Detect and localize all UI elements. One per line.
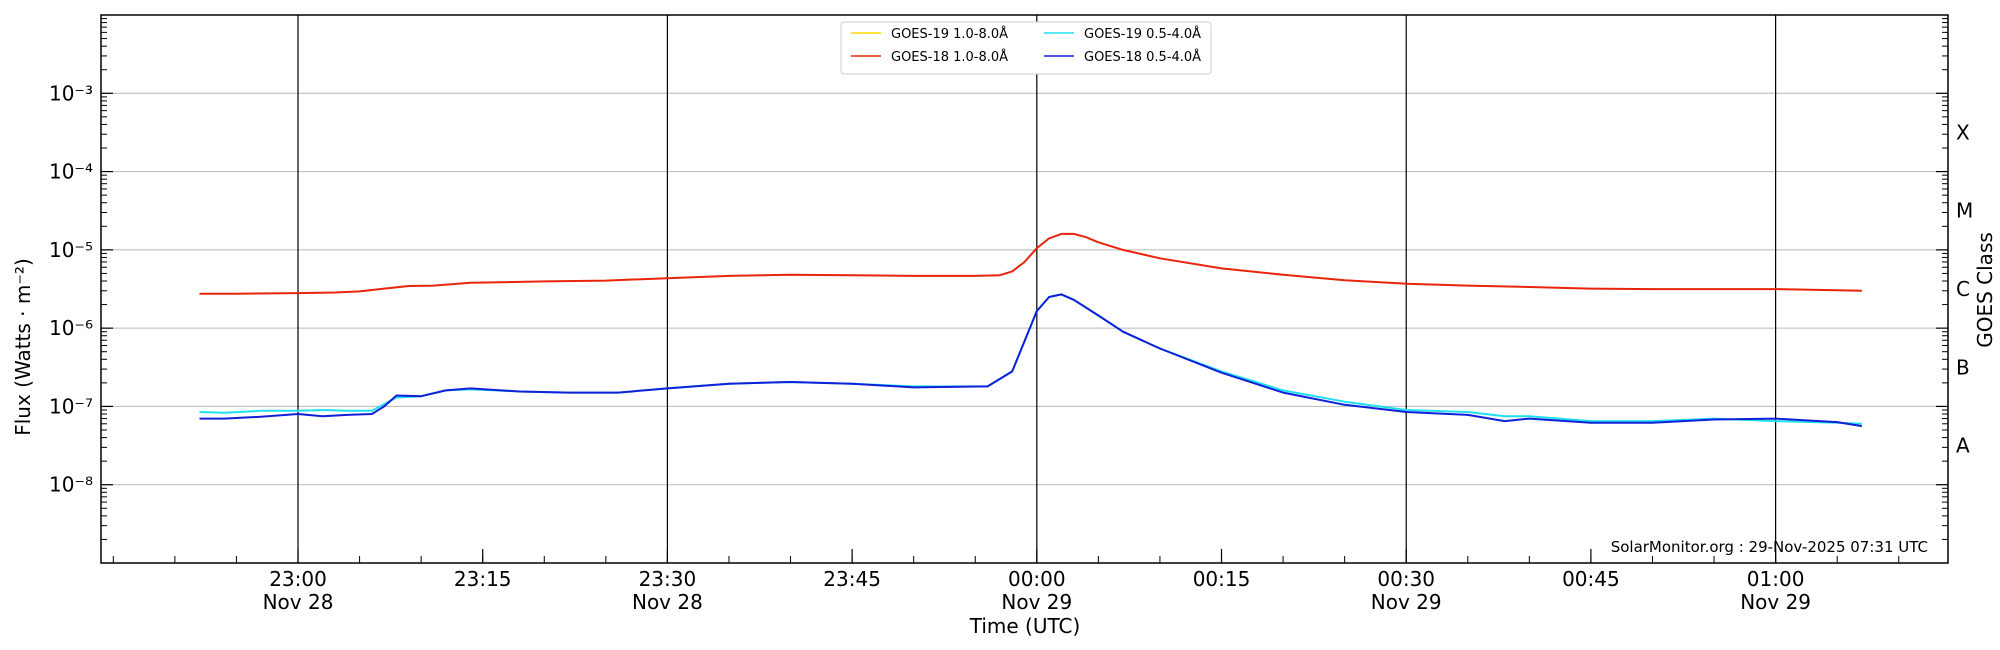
legend-entry: GOES-18 1.0-8.0Å	[891, 49, 1008, 65]
goes-class-label: A	[1956, 434, 1970, 458]
flux-series	[199, 232, 1862, 428]
x-tick-label: 00:30	[1377, 567, 1435, 591]
y-tick-label: 10⁻³	[49, 81, 93, 105]
y-tick-label: 10⁻⁴	[49, 160, 93, 184]
x-tick-label: 23:00	[269, 567, 327, 591]
y-tick-label: 10⁻⁶	[49, 316, 93, 340]
watermark: SolarMonitor.org : 29-Nov-2025 07:31 UTC	[1611, 538, 1928, 556]
x-tick-date-label: Nov 29	[1001, 590, 1072, 614]
x-tick-label: 23:45	[823, 567, 881, 591]
plot-frame	[100, 14, 1949, 564]
y-axis-label: Flux (Watts · m⁻²)	[11, 258, 35, 436]
goes-class-label: B	[1956, 355, 1970, 379]
series-line-4	[199, 293, 1862, 428]
legend-entry: GOES-19 0.5-4.0Å	[1084, 26, 1201, 42]
legend-entry: GOES-18 0.5-4.0Å	[1084, 49, 1201, 65]
x-tick-date-label: Nov 28	[632, 590, 703, 614]
x-tick-label: 00:15	[1193, 567, 1251, 591]
y-axis-ticks: 10⁻³ 10⁻⁴ 10⁻⁵ 10⁻⁶ 10⁻⁷ 10⁻⁸	[49, 18, 1948, 540]
legend-box	[840, 21, 1212, 75]
x-tick-date-label: Nov 29	[1371, 590, 1442, 614]
goes-class-labels: X M C B A	[1956, 120, 1973, 457]
x-tick-date-label: Nov 29	[1740, 590, 1811, 614]
horizontal-gridlines	[101, 92, 1948, 486]
x-tick-label: 00:00	[1008, 567, 1066, 591]
x-axis-label: Time (UTC)	[969, 614, 1081, 638]
y-tick-label: 10⁻⁷	[49, 394, 93, 418]
goes-class-label: X	[1956, 120, 1970, 144]
y-tick-label: 10⁻⁵	[49, 238, 93, 262]
x-tick-label: 01:00	[1747, 567, 1805, 591]
y-tick-label: 10⁻⁸	[49, 473, 93, 497]
goes-class-label: M	[1956, 199, 1973, 223]
legend-entry: GOES-19 1.0-8.0Å	[891, 26, 1008, 42]
x-tick-label: 23:15	[454, 567, 512, 591]
goes-class-label: C	[1956, 277, 1970, 301]
right-axis-label: GOES Class	[1973, 232, 1997, 348]
legend: GOES-19 1.0-8.0Å GOES-18 1.0-8.0Å GOES-19 …	[840, 21, 1212, 75]
x-tick-date-label: Nov 28	[263, 590, 334, 614]
series-line-2	[199, 232, 1862, 295]
x-tick-label: 00:45	[1562, 567, 1620, 591]
x-tick-label: 23:30	[639, 567, 697, 591]
